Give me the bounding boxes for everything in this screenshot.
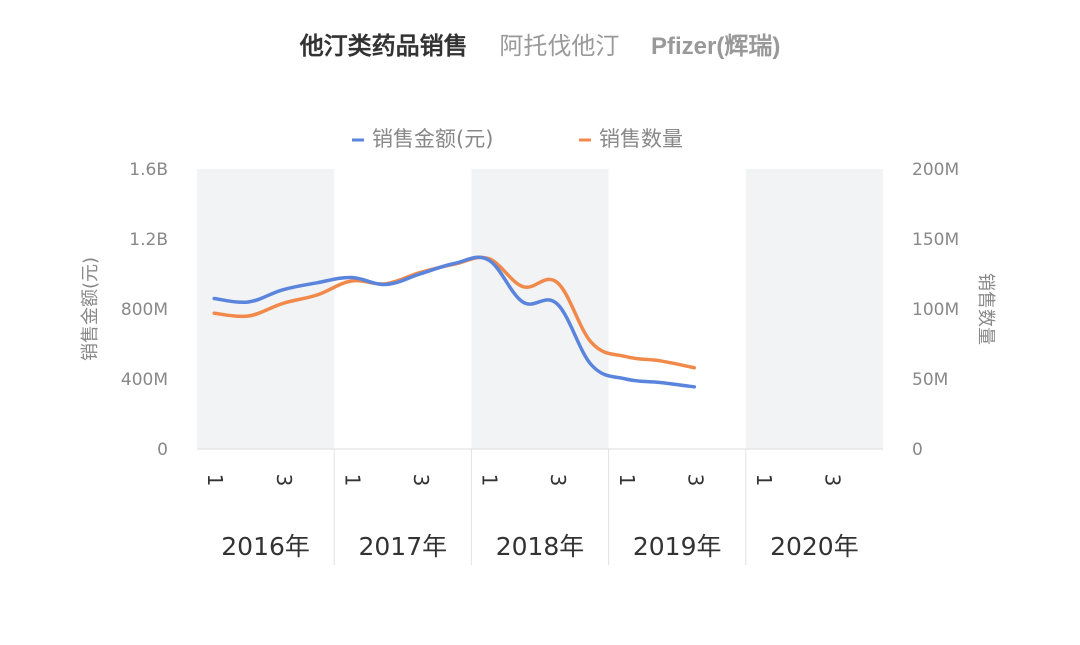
quarter-tick-label: 1 [478,474,502,487]
right-tick-label: 100M [912,300,959,320]
quarter-tick-label: 1 [340,474,364,487]
right-tick-label: 50M [912,370,948,390]
quarter-tick-label: 1 [203,474,227,487]
left-tick-label: 1.2B [129,230,168,250]
year-label: 2020年 [770,532,859,561]
year-label: 2017年 [358,532,447,561]
left-tick-label: 800M [121,300,168,320]
series-line-0 [212,255,697,389]
right-tick-label: 200M [912,160,959,180]
year-label: 2019年 [633,532,722,561]
right-tick-label: 0 [912,440,923,460]
drug-name: 阿托伐他汀 [499,32,620,60]
left-tick-label: 1.6B [129,160,168,180]
left-tick-label: 400M [121,370,168,390]
company-name: Pfizer(辉瑞) [650,33,781,60]
year-band-2 [471,169,609,449]
left-tick-label: 0 [157,440,168,460]
legend-label-0: 销售金额(元) [372,127,493,151]
quarter-tick-label: 3 [409,474,433,487]
right-axis-title: 销售数量 [975,273,996,345]
quarter-tick-label: 1 [752,474,776,487]
legend-label-1: 销售数量 [599,127,683,151]
quarter-tick-label: 3 [546,474,570,487]
year-band-4 [745,169,883,449]
quarter-tick-label: 3 [683,474,707,487]
year-label: 2016年 [221,532,310,561]
left-axis-title: 销售金额(元) [80,257,101,361]
quarter-tick-label: 3 [272,474,296,487]
quarter-tick-label: 3 [821,474,845,487]
right-tick-label: 150M [912,230,959,250]
chart-header: 他汀类药品销售 阿托伐他汀 Pfizer(辉瑞) [0,26,1080,61]
year-label: 2018年 [496,532,585,561]
quarter-tick-label: 1 [615,474,639,487]
chart-title: 他汀类药品销售 [299,32,468,60]
